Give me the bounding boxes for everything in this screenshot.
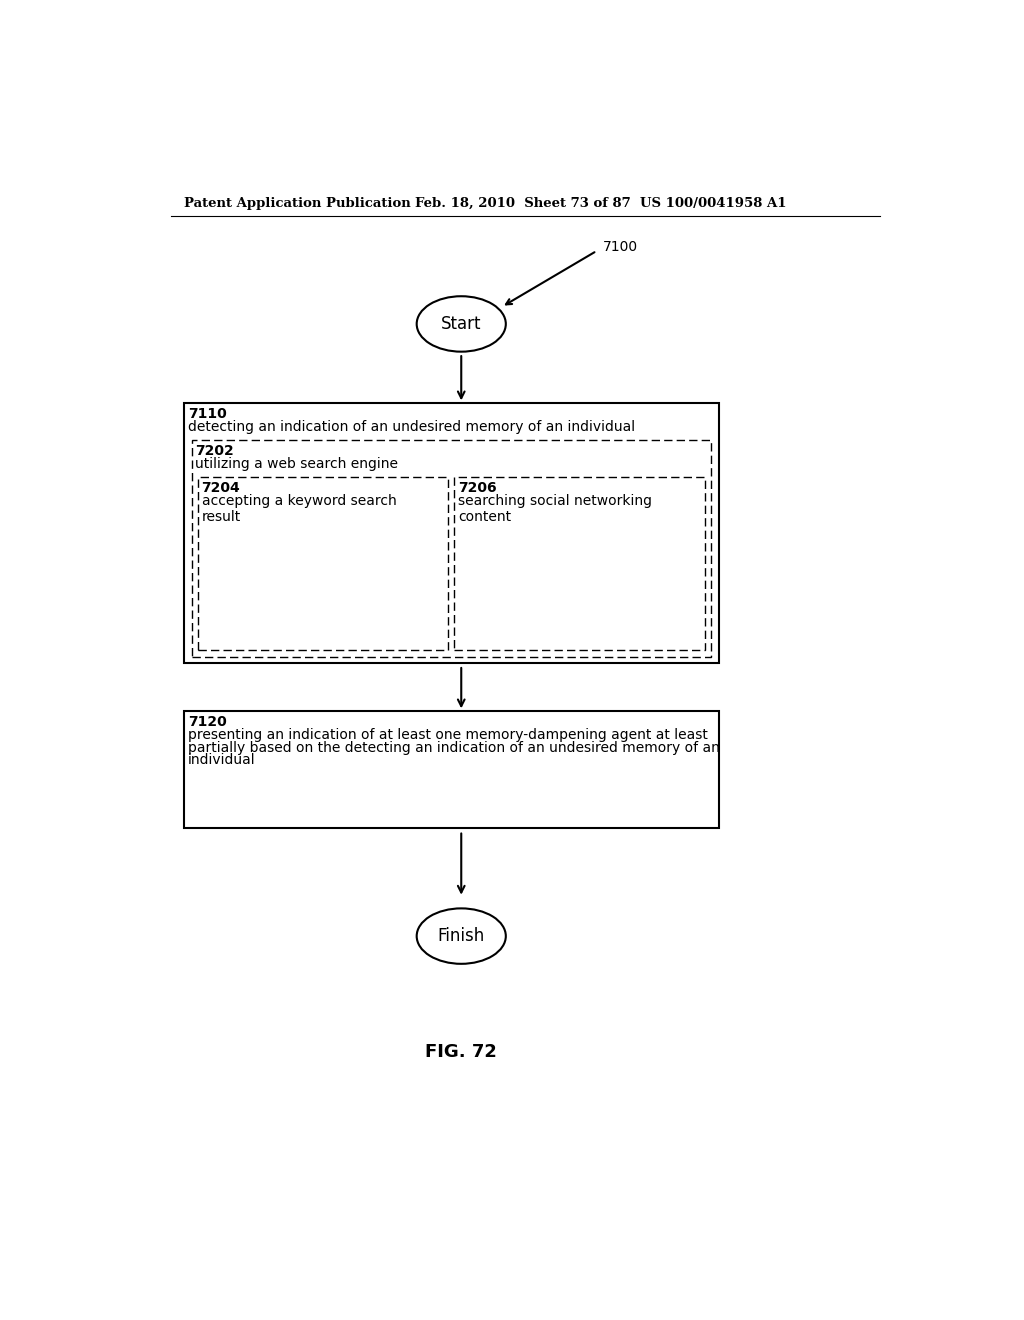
Text: detecting an indication of an undesired memory of an individual: detecting an indication of an undesired …	[187, 420, 635, 434]
Text: Finish: Finish	[437, 927, 485, 945]
Text: individual: individual	[187, 752, 255, 767]
Text: Patent Application Publication: Patent Application Publication	[183, 197, 411, 210]
Text: presenting an indication of at least one memory-dampening agent at least: presenting an indication of at least one…	[187, 729, 708, 742]
Text: 7202: 7202	[196, 444, 234, 458]
Bar	[183, 711, 719, 829]
Text: US 100/0041958 A1: US 100/0041958 A1	[640, 197, 786, 210]
Text: searching social networking
content: searching social networking content	[458, 494, 652, 524]
Text: 7100: 7100	[603, 240, 638, 253]
Text: partially based on the detecting an indication of an undesired memory of an: partially based on the detecting an indi…	[187, 741, 720, 755]
Text: Feb. 18, 2010  Sheet 73 of 87: Feb. 18, 2010 Sheet 73 of 87	[415, 197, 631, 210]
Text: 7120: 7120	[187, 715, 226, 729]
Bar	[455, 478, 705, 651]
Text: 7110: 7110	[187, 407, 226, 421]
Text: utilizing a web search engine: utilizing a web search engine	[196, 457, 398, 471]
Bar	[191, 441, 711, 656]
Text: Start: Start	[441, 315, 481, 333]
Text: 7204: 7204	[202, 480, 241, 495]
Bar	[183, 404, 719, 663]
Text: FIG. 72: FIG. 72	[425, 1043, 498, 1060]
Bar	[198, 478, 449, 651]
Text: accepting a keyword search
result: accepting a keyword search result	[202, 494, 396, 524]
Text: 7206: 7206	[458, 480, 497, 495]
